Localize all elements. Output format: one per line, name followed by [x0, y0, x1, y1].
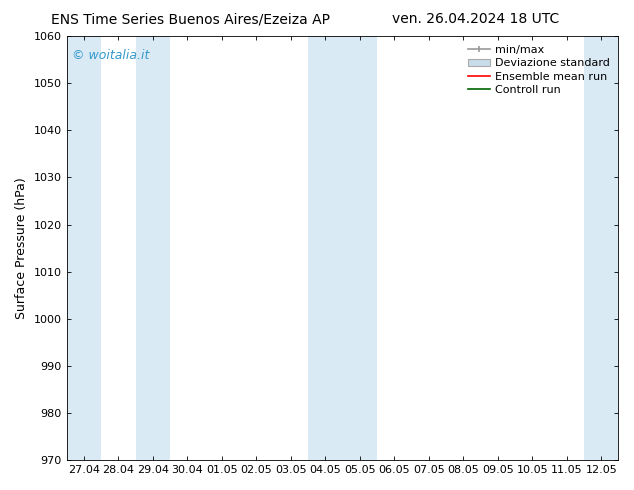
Text: ven. 26.04.2024 18 UTC: ven. 26.04.2024 18 UTC	[392, 12, 559, 26]
Bar	[308, 36, 377, 460]
Bar	[136, 36, 170, 460]
Bar	[67, 36, 101, 460]
Text: ENS Time Series Buenos Aires/Ezeiza AP: ENS Time Series Buenos Aires/Ezeiza AP	[51, 12, 330, 26]
Text: © woitalia.it: © woitalia.it	[72, 49, 150, 62]
Y-axis label: Surface Pressure (hPa): Surface Pressure (hPa)	[15, 177, 28, 319]
Legend: min/max, Deviazione standard, Ensemble mean run, Controll run: min/max, Deviazione standard, Ensemble m…	[465, 42, 613, 98]
Bar	[584, 36, 619, 460]
